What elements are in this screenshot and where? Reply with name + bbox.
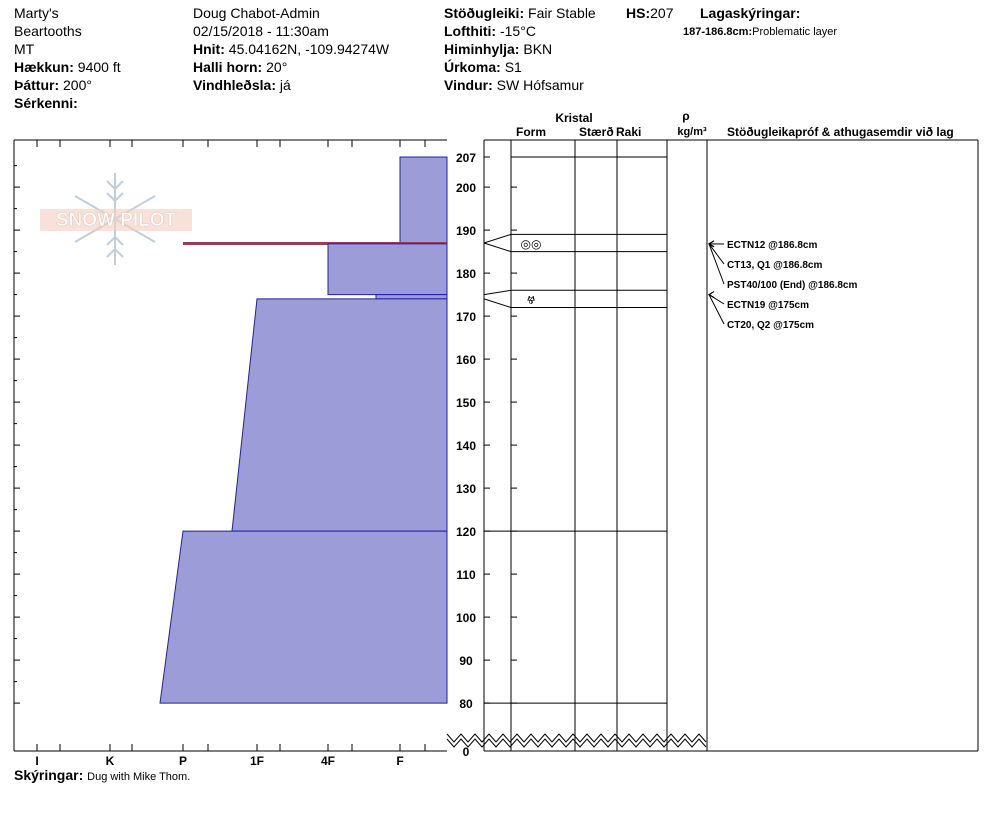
depth-tick-label: 100 <box>456 611 476 625</box>
hardness-layer-4 <box>231 298 448 532</box>
layer-connector <box>483 233 512 244</box>
depth-tick-label: 180 <box>456 267 476 281</box>
comments: Skýringar: Dug with Mike Thom. <box>14 767 191 783</box>
layer-connector <box>483 242 512 253</box>
grain-form-symbol: ◎◎ <box>521 237 542 251</box>
range-name: Beartooths <box>14 23 82 39</box>
conditions-block: Stöðugleiki: Fair Stable Lofthiti: -15°C… <box>444 4 596 94</box>
form-header: Form <box>516 125 546 139</box>
depth-tick-label: 170 <box>456 310 476 324</box>
hardness-layer-2 <box>327 243 448 296</box>
datetime: 02/15/2018 - 11:30am <box>193 23 329 39</box>
grain-form-symbol: Ⱍ <box>527 293 536 307</box>
precip: Úrkoma: S1 <box>444 59 522 75</box>
chart-axes: I K P 1F 4F F 207 200 190 180 170 160 150 140 130 120 11… <box>13 139 707 768</box>
hardness-layer-5 <box>159 530 448 704</box>
stability-test-label: CT20, Q2 @175cm <box>727 320 814 331</box>
layer-notes-label: Lagaskýringar: <box>700 5 801 21</box>
hardness-tick-label: 1F <box>250 754 264 768</box>
rho-header: ρ <box>682 109 689 123</box>
location-block: Marty's Beartooths MT Hækkun: 9400 ft Þá… <box>14 4 121 112</box>
test-arrow <box>708 243 725 265</box>
axis-break <box>446 738 707 748</box>
observation-block: Doug Chabot-Admin 02/15/2018 - 11:30am H… <box>193 4 389 94</box>
depth-tick-label: 0 <box>463 745 470 759</box>
depth-tick-label: 120 <box>456 525 476 539</box>
stability-tests: ECTN12 @186.8cm CT13, Q1 @186.8cm PST40/10… <box>708 240 857 331</box>
svg-text:SNOW PILOT: SNOW PILOT <box>56 210 177 231</box>
depth-tick-label: 160 <box>456 353 476 367</box>
layer-notes: 187-186.8cm:Problematic layer <box>683 26 838 38</box>
moisture-header: Raki <box>616 125 641 139</box>
snowpilot-logo: SNOW PILOT <box>40 173 192 265</box>
hardness-tick-label: 4F <box>321 754 335 768</box>
depth-tick-label: 150 <box>456 396 476 410</box>
layer-connector <box>483 298 512 308</box>
wind: Vindur: SW Hófsamur <box>444 77 584 93</box>
test-arrow <box>708 243 725 285</box>
size-header: Stærð <box>579 125 614 139</box>
test-arrow-head <box>708 240 715 248</box>
depth-tick-label: 130 <box>456 482 476 496</box>
aspect: Þáttur: 200° <box>14 77 92 93</box>
test-arrow-head <box>708 291 715 299</box>
sky: Himinhylja: BKN <box>444 41 553 57</box>
depth-tick-label: 90 <box>459 654 473 668</box>
depth-tick-label: 207 <box>456 151 476 165</box>
test-arrow <box>708 294 725 325</box>
stability-test-label: ECTN19 @175cm <box>727 300 809 311</box>
depth-tick-label: 200 <box>456 181 476 195</box>
hardness-tick-label: I <box>35 754 38 768</box>
state-name: MT <box>14 41 35 57</box>
depth-tick-label: 110 <box>456 568 476 582</box>
axis-break <box>446 733 707 743</box>
problematic-layer <box>183 242 447 245</box>
depth-tick-label: 80 <box>459 697 473 711</box>
density-unit-header: kg/m³ <box>677 126 707 138</box>
wind-loading: Vindhleðsla: já <box>193 77 291 93</box>
hardness-layer-0 <box>399 156 448 244</box>
hardness-tick-label: P <box>179 754 187 768</box>
specifics: Sérkenni: <box>14 95 78 111</box>
site-name: Marty's <box>14 5 59 21</box>
depth-tick-label: 190 <box>456 224 476 238</box>
slope: Halli horn: 20° <box>193 59 288 75</box>
tests-header: Stöðugleikapróf & athugasemdir við lag <box>727 125 954 139</box>
stability-test-label: CT13, Q1 @186.8cm <box>727 260 822 271</box>
layer-connector <box>483 289 512 296</box>
stability-test-label: ECTN12 @186.8cm <box>727 240 817 251</box>
layer-table: ◎◎ Ⱍ <box>483 139 979 752</box>
hardness-tick-label: K <box>106 754 115 768</box>
depth-tick-label: 140 <box>456 439 476 453</box>
hardness-layer-3 <box>375 294 448 300</box>
hardness-profile <box>159 156 448 704</box>
hardness-tick-label: F <box>396 754 403 768</box>
hs-block: HS:207 <box>626 5 674 21</box>
air-temp: Lofthiti: -15°C <box>444 23 536 39</box>
stability-test-label: PST40/100 (End) @186.8cm <box>727 280 857 291</box>
coords: Hnit: 45.04162N, -109.94274W <box>193 41 390 57</box>
observer: Doug Chabot-Admin <box>193 5 320 21</box>
stability: Stöðugleiki: Fair Stable <box>444 5 596 21</box>
elevation: Hækkun: 9400 ft <box>14 59 121 75</box>
crystal-header: Kristal <box>555 111 592 125</box>
